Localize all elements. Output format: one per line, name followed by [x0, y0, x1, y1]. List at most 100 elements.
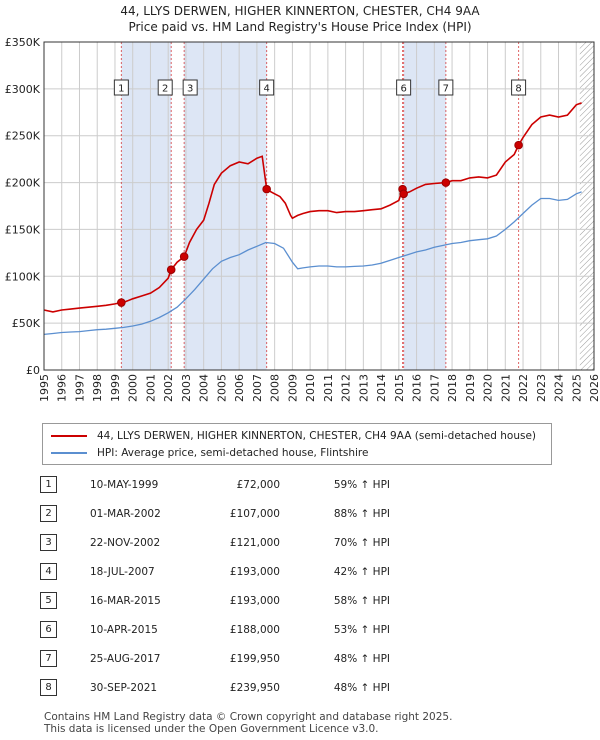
x-tick-label: 1995 — [38, 374, 51, 402]
y-tick-label: £0 — [26, 364, 40, 377]
sale-point — [166, 265, 176, 275]
table-row: 3 22-NOV-2002 £121,000 70% ↑ HPI — [40, 528, 390, 557]
ownership-shade — [403, 42, 446, 370]
sale-price: £121,000 — [229, 536, 280, 549]
legend-label-property: 44, LLYS DERWEN, HIGHER KINNERTON, CHEST… — [97, 430, 537, 442]
x-tick-label: 2008 — [269, 374, 282, 402]
sale-price: £239,950 — [229, 681, 280, 694]
sale-index-box: 2 — [40, 505, 57, 522]
table-row: 8 30-SEP-2021 £239,950 48% ↑ HPI — [40, 673, 390, 702]
y-tick-label: £150K — [5, 223, 41, 236]
sale-hpi-change: 53% ↑ HPI — [333, 623, 390, 636]
x-tick-label: 2004 — [198, 374, 211, 402]
sale-number-label: 4 — [263, 84, 269, 95]
sale-hpi-change: 58% ↑ HPI — [333, 594, 390, 607]
sale-price: £107,000 — [229, 507, 280, 520]
x-tick-label: 2006 — [233, 374, 246, 402]
sale-hpi-change: 88% ↑ HPI — [333, 507, 390, 520]
x-tick-label: 2009 — [286, 374, 299, 402]
table-row: 5 16-MAR-2015 £193,000 58% ↑ HPI — [40, 586, 390, 615]
hpi-line-swatch — [51, 452, 87, 454]
sale-date: 01-MAR-2002 — [90, 507, 161, 520]
table-row: 6 10-APR-2015 £188,000 53% ↑ HPI — [40, 615, 390, 644]
legend: 44, LLYS DERWEN, HIGHER KINNERTON, CHEST… — [42, 423, 552, 465]
sale-number-label: 8 — [515, 84, 521, 95]
sale-number-box — [157, 79, 173, 96]
x-tick-label: 1999 — [109, 374, 122, 402]
y-tick-label: £250K — [5, 130, 41, 143]
sale-index-box: 6 — [40, 621, 57, 638]
sale-number-label: 7 — [443, 84, 449, 95]
sales-table: 1 10-MAY-1999 £72,000 59% ↑ HPI 2 01-MAR-2002… — [40, 470, 390, 702]
legend-item-hpi: HPI: Average price, semi-detached house,… — [51, 445, 368, 461]
sale-index-box: 1 — [40, 476, 57, 493]
ownership-shade — [184, 42, 267, 370]
y-tick-label: £350K — [5, 36, 41, 49]
sale-index-box: 8 — [40, 679, 57, 696]
sale-hpi-change: 48% ↑ HPI — [333, 652, 390, 665]
sale-number-box — [113, 79, 129, 96]
sale-hpi-change: 42% ↑ HPI — [333, 565, 390, 578]
x-tick-label: 1998 — [91, 374, 104, 402]
sale-number-label: 2 — [162, 84, 168, 95]
y-tick-label: £100K — [5, 270, 41, 283]
sale-point — [117, 298, 126, 307]
sale-point — [262, 184, 271, 194]
sale-date: 22-NOV-2002 — [90, 536, 161, 549]
licence-notice: This data is licensed under the Open Gov… — [44, 723, 379, 735]
x-tick-label: 2003 — [180, 374, 193, 402]
x-tick-label: 2022 — [517, 374, 530, 402]
table-row: 4 18-JUL-2007 £193,000 42% ↑ HPI — [40, 557, 390, 586]
sale-index-cell: 3 — [40, 528, 90, 557]
sale-index-cell: 6 — [40, 615, 90, 644]
sale-index-box: 4 — [40, 563, 57, 580]
sale-number-label: 6 — [400, 84, 406, 95]
sale-index-cell: 5 — [40, 586, 90, 615]
sale-point — [179, 252, 189, 261]
x-tick-label: 2016 — [411, 374, 424, 402]
x-tick-label: 1997 — [73, 374, 86, 402]
sale-number-box — [182, 79, 198, 96]
sale-index-cell: 4 — [40, 557, 90, 586]
x-tick-label: 2018 — [446, 374, 459, 402]
sale-index-box: 3 — [40, 534, 57, 551]
sale-date: 10-MAY-1999 — [90, 478, 159, 491]
sale-hpi-change: 70% ↑ HPI — [333, 536, 390, 549]
sale-date: 18-JUL-2007 — [90, 565, 155, 578]
sale-price: £193,000 — [229, 594, 280, 607]
legend-label-hpi: HPI: Average price, semi-detached house,… — [97, 447, 369, 459]
sale-price: £72,000 — [236, 478, 280, 491]
sale-number-box — [259, 79, 275, 96]
sale-index-box: 5 — [40, 592, 57, 609]
sale-index-box: 7 — [40, 650, 57, 667]
x-tick-label: 2015 — [393, 374, 406, 402]
sale-price: £188,000 — [229, 623, 280, 636]
table-row: 7 25-AUG-2017 £199,950 48% ↑ HPI — [40, 644, 390, 673]
sale-point — [399, 189, 408, 199]
footer: Contains HM Land Registry data © Crown c… — [44, 711, 452, 735]
chart-subtitle: Price paid vs. HM Land Registry's House … — [128, 20, 472, 34]
sale-number-label: 1 — [118, 84, 124, 95]
sale-hpi-change: 48% ↑ HPI — [333, 681, 390, 694]
x-tick-label: 2014 — [375, 374, 388, 402]
sale-date: 10-APR-2015 — [90, 623, 158, 636]
sale-date: 30-SEP-2021 — [90, 681, 158, 694]
hpi-line — [43, 191, 582, 336]
sale-price: £199,950 — [229, 652, 280, 665]
sale-number-box — [511, 79, 527, 96]
property-price-line — [43, 102, 582, 313]
copyright-notice: Contains HM Land Registry data © Crown c… — [44, 711, 453, 723]
sale-date: 25-AUG-2017 — [90, 652, 161, 665]
x-tick-label: 1996 — [56, 374, 69, 402]
x-tick-label: 2019 — [464, 374, 477, 402]
price-chart: 1 2 3 4 6 7 8 £0 £50K £100K £150K £200K £250K £300K £3… — [5, 36, 600, 402]
x-tick-label: 2013 — [357, 374, 370, 402]
x-tick-label: 2026 — [588, 374, 600, 402]
y-tick-label: £200K — [5, 177, 41, 190]
x-tick-label: 2023 — [535, 374, 548, 402]
sale-index-cell: 2 — [40, 499, 90, 528]
x-tick-label: 2000 — [127, 374, 140, 402]
chart-title: 44, LLYS DERWEN, HIGHER KINNERTON, CHEST… — [120, 4, 480, 18]
x-tick-label: 2007 — [251, 374, 264, 402]
property-line-swatch — [51, 435, 87, 437]
